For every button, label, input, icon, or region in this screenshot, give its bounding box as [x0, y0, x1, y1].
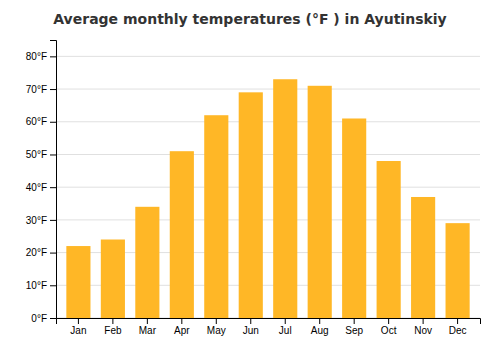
grid-line — [56, 89, 480, 90]
bar — [273, 79, 297, 318]
x-axis: Jan Feb Mar Apr May Jun Jul Aug Sep Oct Nov Dec — [57, 318, 481, 336]
grid — [56, 56, 480, 318]
bar — [446, 223, 470, 318]
x-tick-label: May — [207, 325, 226, 336]
x-tick-label: Feb — [104, 325, 122, 336]
x-tick-mark — [250, 318, 251, 324]
y-tick-mark — [50, 56, 56, 57]
x-axis-line — [57, 319, 481, 325]
y-tick-mark — [50, 154, 56, 155]
x-tick: May — [207, 318, 226, 336]
x-tick-mark — [319, 318, 320, 324]
bar — [411, 197, 435, 318]
bar — [308, 86, 332, 318]
chart-svg: Jan Feb Mar Apr May Jun Jul Aug Sep Oct Nov Dec 0°F 1… — [0, 0, 500, 350]
y-tick-label: 60°F — [26, 116, 47, 127]
y-tick-mark — [50, 89, 56, 90]
bar — [170, 151, 194, 318]
y-tick: 20°F — [26, 247, 56, 258]
x-tick-label: Sep — [345, 325, 363, 336]
y-tick: 40°F — [26, 182, 56, 193]
x-tick-mark — [354, 318, 355, 324]
x-tick-label: Oct — [381, 325, 397, 336]
x-tick-label: Nov — [414, 325, 432, 336]
y-tick-label: 40°F — [26, 182, 47, 193]
grid-line — [56, 56, 480, 57]
grid-line — [56, 154, 480, 155]
x-tick: Mar — [139, 318, 157, 336]
x-tick-label: Jun — [243, 325, 259, 336]
x-tick-mark — [285, 318, 286, 324]
x-tick-label: Apr — [174, 325, 190, 336]
x-tick-mark — [181, 318, 182, 324]
grid-line — [56, 121, 480, 122]
x-tick: Jul — [279, 318, 292, 336]
x-tick-label: Jul — [279, 325, 292, 336]
bar — [342, 118, 366, 318]
y-axis-line — [50, 41, 57, 319]
y-tick-label: 30°F — [26, 215, 47, 226]
x-tick-label: Jan — [70, 325, 86, 336]
x-tick: Nov — [414, 318, 432, 336]
x-tick-mark — [78, 318, 79, 324]
y-tick-mark — [50, 285, 56, 286]
x-tick-mark — [216, 318, 217, 324]
x-tick-label: Dec — [449, 325, 467, 336]
y-tick-label: 70°F — [26, 84, 47, 95]
bar — [66, 246, 90, 318]
x-tick: Dec — [449, 318, 467, 336]
y-tick-label: 50°F — [26, 149, 47, 160]
y-tick-mark — [50, 122, 56, 123]
x-tick: Oct — [381, 318, 397, 336]
y-tick-mark — [50, 187, 56, 188]
y-tick: 0°F — [31, 313, 56, 324]
x-tick: Sep — [345, 318, 363, 336]
bar — [239, 92, 263, 318]
x-tick: Jan — [70, 318, 86, 336]
y-tick-label: 0°F — [31, 313, 47, 324]
bar — [101, 240, 125, 318]
y-tick: 50°F — [26, 149, 56, 160]
y-tick: 60°F — [26, 116, 56, 127]
x-tick-mark — [388, 318, 389, 324]
y-axis: 0°F 10°F 20°F 30°F 40°F 50°F 60°F 70°F 80°F — [26, 41, 57, 324]
y-tick-label: 10°F — [26, 280, 47, 291]
x-tick-mark — [112, 318, 113, 324]
x-tick-label: Aug — [311, 325, 329, 336]
x-tick: Jun — [243, 318, 259, 336]
y-tick-label: 20°F — [26, 247, 47, 258]
bar — [377, 161, 401, 318]
x-tick-label: Mar — [139, 325, 157, 336]
bar — [204, 115, 228, 318]
title: Average monthly temperatures (°F ) in Ay… — [53, 11, 446, 27]
x-tick: Aug — [311, 318, 329, 336]
y-tick: 80°F — [26, 51, 56, 62]
bar — [135, 207, 159, 318]
y-tick-label: 80°F — [26, 51, 47, 62]
y-tick: 70°F — [26, 84, 56, 95]
y-tick: 10°F — [26, 280, 56, 291]
grid-line — [56, 187, 480, 188]
x-tick-mark — [147, 318, 148, 324]
x-tick: Feb — [104, 318, 122, 336]
y-tick-mark — [50, 318, 56, 319]
y-tick: 30°F — [26, 215, 56, 226]
y-tick-mark — [50, 220, 56, 221]
y-tick-mark — [50, 253, 56, 254]
x-tick: Apr — [174, 318, 190, 336]
plot-area: Jan Feb Mar Apr May Jun Jul Aug Sep Oct Nov Dec 0°F 1… — [26, 41, 481, 337]
bars — [66, 79, 469, 318]
x-tick-mark — [457, 318, 458, 324]
x-tick-mark — [423, 318, 424, 324]
